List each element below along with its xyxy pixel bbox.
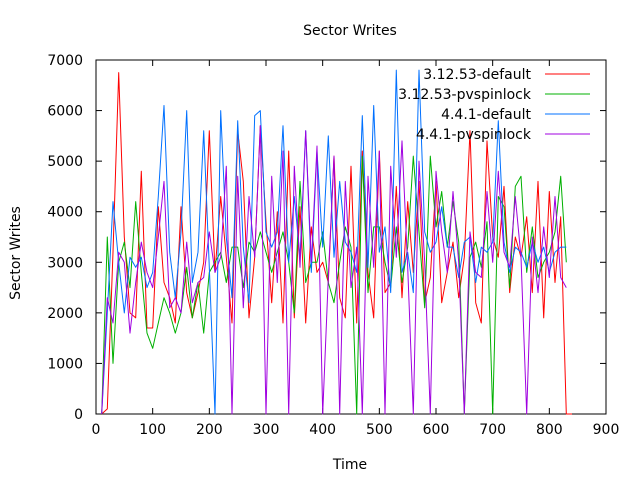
y-tick-label: 7000 <box>47 53 83 69</box>
y-tick-label: 5000 <box>47 154 83 170</box>
x-axis-label: Time <box>332 457 367 473</box>
y-tick-label: 0 <box>74 407 83 423</box>
x-tick-label: 100 <box>139 422 166 438</box>
legend-label-2: 3.12.53-pvspinlock <box>398 87 532 103</box>
y-tick-label: 6000 <box>47 104 83 120</box>
series-line-1 <box>101 72 572 415</box>
legend-label-3: 4.4.1-default <box>441 107 531 123</box>
plot-border <box>95 59 607 415</box>
x-tick-label: 200 <box>196 422 223 438</box>
y-tick-label: 4000 <box>47 205 83 221</box>
series-line-3 <box>101 69 567 415</box>
legend-label-1: 3.12.53-default <box>423 67 531 83</box>
x-tick-label: 900 <box>593 422 620 438</box>
x-tick-label: 0 <box>92 422 101 438</box>
y-axis-label: Sector Writes <box>8 206 24 300</box>
series-line-4 <box>101 125 567 415</box>
x-tick-label: 300 <box>253 422 280 438</box>
x-tick-label: 600 <box>423 422 450 438</box>
axis-ticks: 0 100 200 300 400 500 600 700 800 900 0 1000 2000 300… <box>47 53 619 438</box>
legend-label-4: 4.4.1-pvspinlock <box>416 127 532 143</box>
x-tick-label: 800 <box>536 422 563 438</box>
y-tick-label: 3000 <box>47 255 83 271</box>
y-tick-label: 1000 <box>47 356 83 372</box>
plot-area <box>95 59 607 415</box>
x-tick-label: 400 <box>309 422 336 438</box>
x-tick-label: 700 <box>479 422 506 438</box>
chart-title: Sector Writes <box>303 23 397 39</box>
x-tick-label: 500 <box>366 422 393 438</box>
legend: 3.12.53-default 3.12.53-pvspinlock 4.4.1-d… <box>398 67 590 143</box>
series-line-2 <box>101 155 567 415</box>
series-lines <box>101 69 572 415</box>
y-tick-label: 2000 <box>47 306 83 322</box>
